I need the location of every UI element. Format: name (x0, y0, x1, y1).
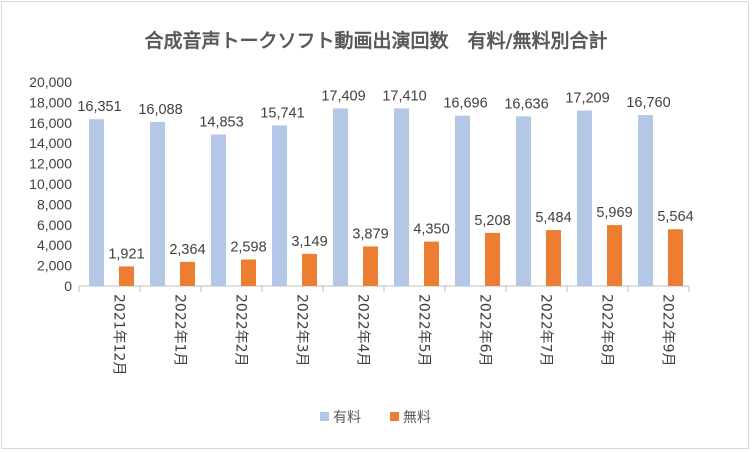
bar-free (668, 229, 683, 286)
bar-free (180, 261, 195, 286)
y-tick-label: 10,000 (29, 176, 72, 192)
bar-free (119, 266, 134, 286)
x-category-label: 2022年6月 (477, 294, 493, 367)
bar-free (546, 230, 561, 286)
data-label: 5,208 (474, 213, 510, 229)
data-label: 16,636 (504, 96, 548, 112)
bar-paid (638, 115, 653, 286)
legend-label: 有料 (333, 410, 361, 426)
data-label: 16,760 (626, 95, 670, 111)
data-label: 16,351 (77, 99, 121, 115)
bar-free (424, 241, 439, 286)
data-label: 16,088 (138, 102, 182, 118)
y-tick-label: 4,000 (37, 237, 72, 253)
bar-paid (394, 108, 409, 286)
data-label: 3,149 (291, 234, 327, 250)
bar-paid (516, 116, 531, 286)
data-label: 15,741 (260, 105, 304, 121)
legend: 有料 無料 (320, 410, 431, 426)
y-tick-label: 0 (64, 278, 72, 294)
y-tick-label: 2,000 (37, 258, 72, 274)
y-tick-label: 18,000 (29, 94, 72, 110)
y-tick-label: 12,000 (29, 156, 72, 172)
x-category-label: 2022年3月 (294, 294, 310, 367)
data-label: 16,696 (443, 96, 487, 112)
x-category-label: 2022年1月 (172, 294, 188, 367)
bar-free (363, 246, 378, 286)
data-label: 17,409 (321, 88, 365, 104)
bar-free (485, 232, 500, 286)
bar-paid (211, 134, 226, 286)
bar-paid (455, 115, 470, 286)
data-label: 5,969 (596, 205, 632, 221)
bar-paid (577, 110, 592, 286)
bar-paid (150, 121, 165, 286)
legend-label: 無料 (403, 410, 431, 426)
y-tick-label: 6,000 (37, 217, 72, 233)
bar-free (302, 253, 317, 286)
y-tick-label: 16,000 (29, 115, 72, 131)
bar-paid (272, 125, 287, 286)
bar-free (607, 225, 622, 286)
data-labels-layer: 16,351 16,088 14,853 15,741 17,409 17,410 16,6… (77, 88, 693, 262)
y-tick-label: 8,000 (37, 196, 72, 212)
data-label: 3,879 (352, 226, 388, 242)
chart-title: 合成音声トークソフト動画出演回数 有料/無料別合計 (145, 29, 608, 52)
bars-layer (89, 108, 683, 287)
bar-paid (333, 108, 348, 287)
x-category-label: 2021年12月 (111, 294, 127, 375)
data-label: 14,853 (199, 114, 243, 130)
x-category-label: 2022年9月 (660, 294, 676, 367)
data-label: 17,410 (382, 88, 426, 104)
legend-swatch (320, 412, 329, 421)
axes-layer: 0 2,000 4,000 6,000 8,000 10,000 12,000 14,000 1… (29, 74, 690, 375)
x-category-label: 2022年7月 (538, 294, 554, 367)
x-category-label: 2022年8月 (599, 294, 615, 367)
y-tick-label: 14,000 (29, 135, 72, 151)
data-label: 4,350 (413, 222, 449, 238)
data-label: 1,921 (108, 246, 144, 262)
data-label: 5,484 (535, 210, 571, 226)
bar-free (241, 259, 256, 286)
x-category-label: 2022年2月 (233, 294, 249, 367)
bar-paid (89, 119, 104, 286)
data-label: 2,598 (230, 240, 266, 256)
x-category-label: 2022年4月 (355, 294, 371, 367)
x-category-label: 2022年5月 (416, 294, 432, 367)
y-tick-label: 20,000 (29, 74, 72, 90)
legend-swatch (390, 412, 399, 421)
data-label: 2,364 (169, 242, 205, 258)
data-label: 17,209 (565, 90, 609, 106)
data-label: 5,564 (657, 209, 693, 225)
